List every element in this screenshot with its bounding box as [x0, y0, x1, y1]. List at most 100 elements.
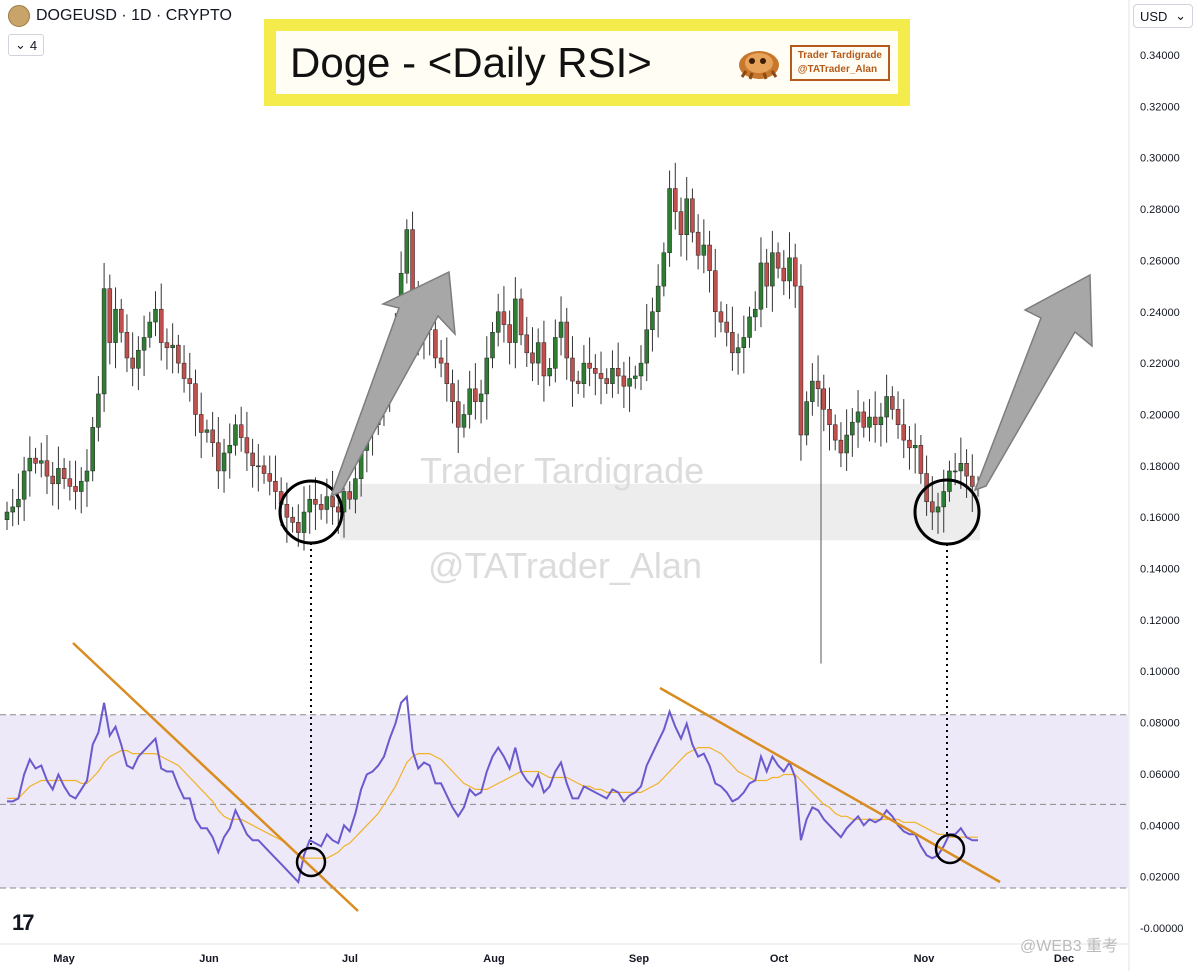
candle-body	[547, 368, 552, 377]
candle-body	[461, 414, 467, 428]
candle-body	[901, 424, 906, 441]
candle-body	[250, 452, 255, 467]
candle-body	[610, 368, 615, 384]
candle-body	[661, 252, 667, 287]
candle-body	[90, 427, 95, 472]
candle-body	[638, 362, 644, 377]
chevron-down-icon: ⌄	[15, 37, 26, 52]
candle-body	[153, 308, 158, 323]
candle-body	[347, 491, 352, 500]
symbol-title: DOGEUSD · 1D · CRYPTO	[36, 7, 232, 24]
x-tick-label: Jul	[342, 953, 358, 965]
candle-body	[587, 362, 592, 369]
y-tick-label: 0.02000	[1140, 872, 1180, 884]
candle-body	[107, 288, 113, 343]
candle-body	[404, 229, 410, 274]
candle-body	[301, 511, 307, 533]
candle-body	[44, 460, 50, 477]
candle-body	[444, 362, 450, 384]
candle-body	[318, 504, 324, 510]
candle-body	[130, 357, 135, 369]
candle-body	[673, 188, 678, 212]
candle-body	[216, 442, 221, 472]
y-tick-label: 0.24000	[1140, 307, 1180, 319]
candle-body	[256, 465, 261, 468]
candle-body	[61, 468, 67, 479]
candle-body	[21, 470, 27, 500]
candle-body	[644, 329, 649, 364]
y-tick-label: 0.20000	[1140, 409, 1180, 421]
candle-body	[952, 470, 958, 473]
chevron-down-icon: ⌄	[1175, 8, 1186, 23]
candle-body	[193, 383, 198, 415]
candle-body	[650, 311, 655, 330]
y-tick-label: 0.32000	[1140, 101, 1180, 113]
symbol-header[interactable]: DOGEUSD · 1D · CRYPTO	[8, 4, 232, 28]
candle-body	[141, 337, 147, 351]
candle-body	[113, 308, 118, 343]
candle-body	[844, 434, 849, 454]
banner-inner: Doge - <Daily RSI> Trader Tardigrade @TA…	[276, 31, 898, 94]
candle-body	[701, 244, 707, 256]
candle-body	[438, 357, 444, 364]
indicator-count: 4	[29, 37, 38, 53]
x-tick-label: Nov	[914, 953, 936, 965]
candle-body	[564, 321, 570, 359]
candle-body	[827, 409, 832, 425]
indicator-collapse-button[interactable]: ⌄ 4	[8, 34, 45, 56]
candle-body	[524, 334, 530, 354]
candle-body	[233, 424, 238, 446]
candle-body	[684, 198, 689, 235]
candle-body	[284, 504, 290, 518]
candle-body	[970, 475, 975, 487]
candle-body	[204, 429, 210, 433]
candle-body	[724, 321, 729, 333]
x-tick-label: Sep	[629, 953, 649, 965]
candle-body	[861, 411, 867, 428]
candle-body	[667, 188, 672, 253]
y-tick-label: 0.22000	[1140, 358, 1180, 370]
candle-body	[221, 452, 227, 472]
candle-body	[495, 311, 501, 333]
rsi-trendline-1	[72, 642, 359, 912]
candle-body	[890, 396, 895, 410]
candle-body	[735, 347, 741, 354]
candle-body	[478, 393, 484, 402]
candle-body	[713, 270, 718, 313]
candle-body	[473, 388, 478, 402]
candle-body	[678, 211, 684, 235]
candle-body	[867, 416, 872, 428]
tradingview-logo[interactable]: 17	[12, 910, 35, 935]
candle-body	[296, 522, 301, 533]
candle-body	[747, 316, 752, 338]
brand-line-1: Trader Tardigrade	[797, 49, 882, 61]
x-tick-label: Oct	[770, 953, 789, 965]
candle-body	[33, 457, 38, 464]
rsi-trendline-2	[659, 686, 1001, 884]
candle-body	[558, 321, 564, 338]
candle-body	[775, 252, 781, 269]
candle-body	[695, 231, 701, 256]
candle-body	[935, 506, 941, 513]
corner-watermark: @WEB3 重考	[1020, 938, 1119, 955]
candle-body	[593, 368, 598, 374]
candle-body	[455, 401, 461, 428]
candle-body	[507, 324, 512, 343]
candle-body	[96, 393, 101, 428]
candle-body	[781, 267, 787, 282]
candle-body	[792, 257, 798, 287]
candle-body	[324, 496, 330, 510]
candle-body	[918, 445, 924, 474]
candle-body	[187, 378, 193, 384]
brand-logo: Trader Tardigrade @TATrader_Alan	[736, 43, 890, 83]
watermark-line-2: @TATrader_Alan	[428, 545, 702, 586]
candle-body	[553, 337, 558, 369]
candle-body	[313, 498, 318, 505]
candle-body	[164, 342, 170, 348]
candle-body	[518, 298, 524, 336]
candle-body	[353, 478, 358, 500]
banner-title: Doge - <Daily RSI>	[290, 38, 652, 86]
candle-body	[752, 308, 758, 318]
currency-selector[interactable]: USD ⌄	[1133, 4, 1193, 28]
